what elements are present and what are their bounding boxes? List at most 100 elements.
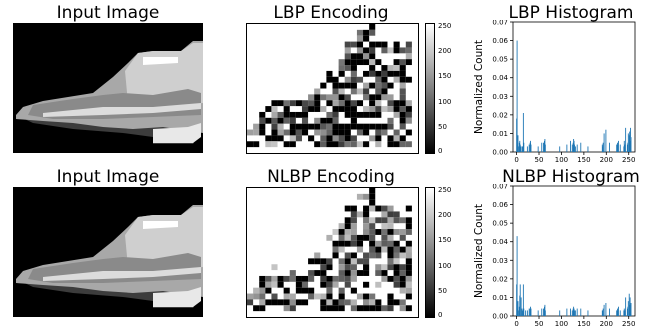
hist-bar [630, 137, 632, 152]
encoding-pixel [338, 240, 345, 247]
encoding-pixel [363, 59, 370, 66]
encoding-pixel [356, 76, 364, 83]
encoding-pixel [344, 100, 351, 107]
encoding-pixel [314, 141, 321, 148]
encoding-pixel [369, 135, 376, 142]
encoding-pixel [393, 106, 400, 112]
encoding-pixel [301, 111, 309, 118]
x-tick-label: 0 [514, 320, 518, 326]
encoding-pixel [393, 100, 400, 107]
y-tick-label: 0.03 [492, 257, 508, 265]
encoding-pixel [369, 246, 376, 253]
encoding-pixel [295, 281, 302, 288]
encoding-pixel [283, 293, 290, 300]
encoding-pixel [320, 94, 327, 101]
encoding-pixel [405, 111, 412, 118]
encoding-pixel [326, 94, 333, 101]
hist-bar [521, 146, 523, 152]
hist-bar [605, 303, 607, 316]
encoding-pixel [381, 70, 388, 77]
hist-bar [522, 146, 524, 152]
encoding-pixel [369, 70, 376, 77]
encoding-pixel [326, 287, 333, 294]
x-tick-label: 150 [577, 320, 590, 326]
encoding-pixel [356, 270, 364, 276]
hist-bar [570, 308, 571, 316]
encoding-pixel [301, 287, 309, 294]
boot-stripe [43, 103, 201, 117]
encoding-pixel [399, 281, 406, 288]
boot-stripe [43, 267, 201, 281]
encoding-pixel [259, 123, 266, 130]
encoding-pixel [369, 82, 376, 89]
encoding-pixel [387, 65, 394, 71]
hist-bar [626, 308, 628, 316]
encoding-pixel [363, 29, 370, 36]
encoding-pixel [399, 135, 406, 142]
encoding-pixel [338, 246, 345, 253]
encoding-pixel [363, 293, 370, 300]
encoding-pixel [375, 205, 382, 212]
x-tick-label: 250 [622, 156, 635, 162]
encoding-pixel [344, 141, 351, 148]
encoding-pixel [332, 141, 339, 148]
encoding-pixel [320, 135, 327, 142]
encoding-pixel [344, 129, 351, 136]
encoding-pixel [363, 305, 370, 312]
hist-bar [628, 293, 630, 316]
encoding-pixel [399, 229, 406, 235]
encoding-pixel [399, 76, 406, 83]
encoding-pixel [326, 100, 333, 107]
encoding-pixel [399, 246, 406, 253]
encoding-pixel [295, 135, 302, 142]
encoding-pixel [381, 106, 388, 112]
encoding-pixel [369, 106, 376, 112]
encoding-pixel [387, 223, 394, 230]
hist-bar [580, 142, 582, 152]
encoding-pixel [399, 59, 406, 66]
hist-bar [573, 306, 575, 316]
encoding-pixel [344, 223, 351, 230]
encoding-pixel [247, 141, 254, 148]
encoding-pixel [283, 129, 290, 136]
hist-bar [572, 308, 574, 316]
encoding-pixel [271, 111, 278, 118]
hist-bar [517, 146, 519, 152]
encoding-pixel [387, 258, 394, 265]
boot-input-image [13, 187, 203, 317]
hist-bar [528, 144, 530, 152]
hist-bar [627, 301, 629, 316]
hist-bar [541, 308, 543, 316]
encoding-pixel [344, 76, 351, 83]
encoding-pixel [344, 53, 351, 60]
encoding-pixel [405, 252, 412, 259]
encoding-pixel [356, 47, 364, 54]
row2-cbar-tick: 250 [438, 186, 452, 194]
hist-bar [517, 135, 519, 152]
encoding-pixel [369, 29, 376, 36]
hist-bar [574, 146, 576, 152]
hist-bar [559, 310, 561, 316]
encoding-pixel [314, 123, 321, 130]
hist-bar [587, 310, 589, 316]
encoding-pixel [375, 111, 382, 118]
encoding-pixel [375, 252, 382, 259]
encoding-pixel [393, 111, 400, 118]
encoding-pixel [271, 123, 278, 130]
encoding-pixel [314, 94, 321, 101]
encoding-pixel [393, 246, 400, 253]
hist-bar [603, 133, 605, 152]
encoding-pixel [356, 293, 364, 300]
encoding-pixel [381, 65, 388, 71]
encoding-pixel [369, 305, 376, 312]
encoding-pixel [338, 293, 345, 300]
encoding-pixel [375, 59, 382, 66]
encoding-pixel [369, 229, 376, 235]
y-tick-label: 0.01 [492, 130, 508, 138]
encoding-pixel [320, 305, 327, 312]
hist-bar [566, 144, 568, 152]
y-tick-label: 0.01 [492, 294, 508, 302]
y-tick-label: 0.07 [492, 20, 508, 27]
encoding-pixel [387, 106, 394, 112]
encoding-pixel [405, 246, 412, 253]
